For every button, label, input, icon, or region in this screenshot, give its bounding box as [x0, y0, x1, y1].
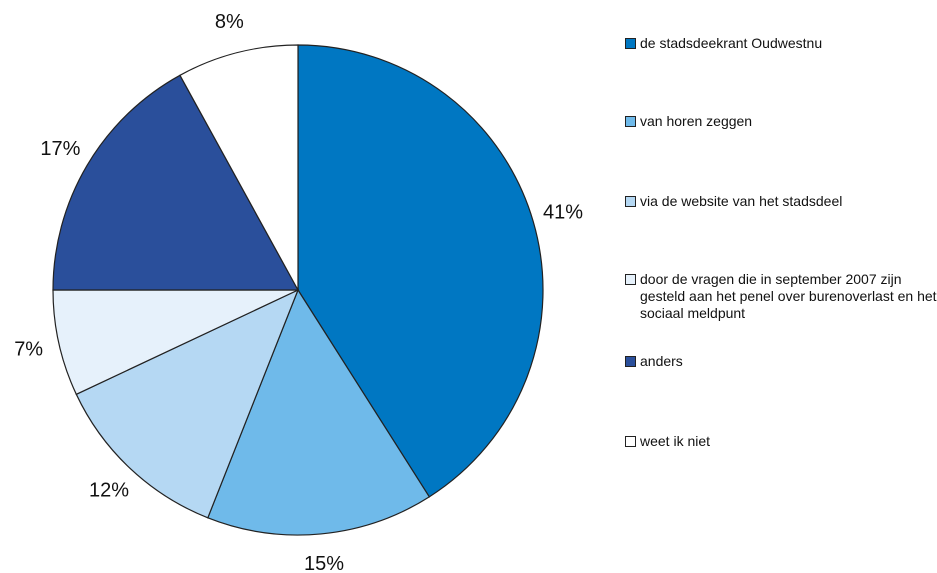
data-label: 17%: [40, 138, 80, 160]
legend-swatch: [625, 116, 636, 127]
legend-label: de stadsdeekrant Oudwestnu: [640, 35, 823, 51]
pie-slice: [75, 288, 300, 519]
pie-slice: [52, 289, 299, 396]
legend-swatch: [625, 196, 636, 207]
legend-label: van horen zeggen: [640, 113, 753, 129]
data-label: 41%: [543, 201, 583, 223]
legend-item: door de vragen die in september 2007 zij…: [625, 271, 937, 322]
data-label: 12%: [89, 479, 129, 501]
data-label: 15%: [304, 553, 344, 573]
legend-item: anders: [625, 353, 937, 370]
pie-slice: [297, 44, 544, 498]
legend-item: van horen zeggen: [625, 113, 937, 130]
legend-item: via de website van het stadsdeel: [625, 193, 937, 210]
pie-slice: [52, 74, 300, 291]
pie-slice: [207, 288, 431, 536]
legend-label: weet ik niet: [640, 433, 711, 449]
legend-swatch: [625, 274, 636, 285]
legend-label: anders: [640, 353, 683, 369]
legend-item: de stadsdeekrant Oudwestnu: [625, 35, 937, 52]
legend-label: via de website van het stadsdeel: [640, 193, 843, 209]
data-label: 7%: [14, 338, 43, 360]
legend-item: weet ik niet: [625, 433, 937, 450]
legend-label: door de vragen die in september 2007 zij…: [640, 271, 937, 321]
data-label: 8%: [215, 11, 244, 33]
pie-slice: [179, 44, 299, 291]
legend-swatch: [625, 38, 636, 49]
legend-swatch: [625, 436, 636, 447]
legend-swatch: [625, 356, 636, 367]
